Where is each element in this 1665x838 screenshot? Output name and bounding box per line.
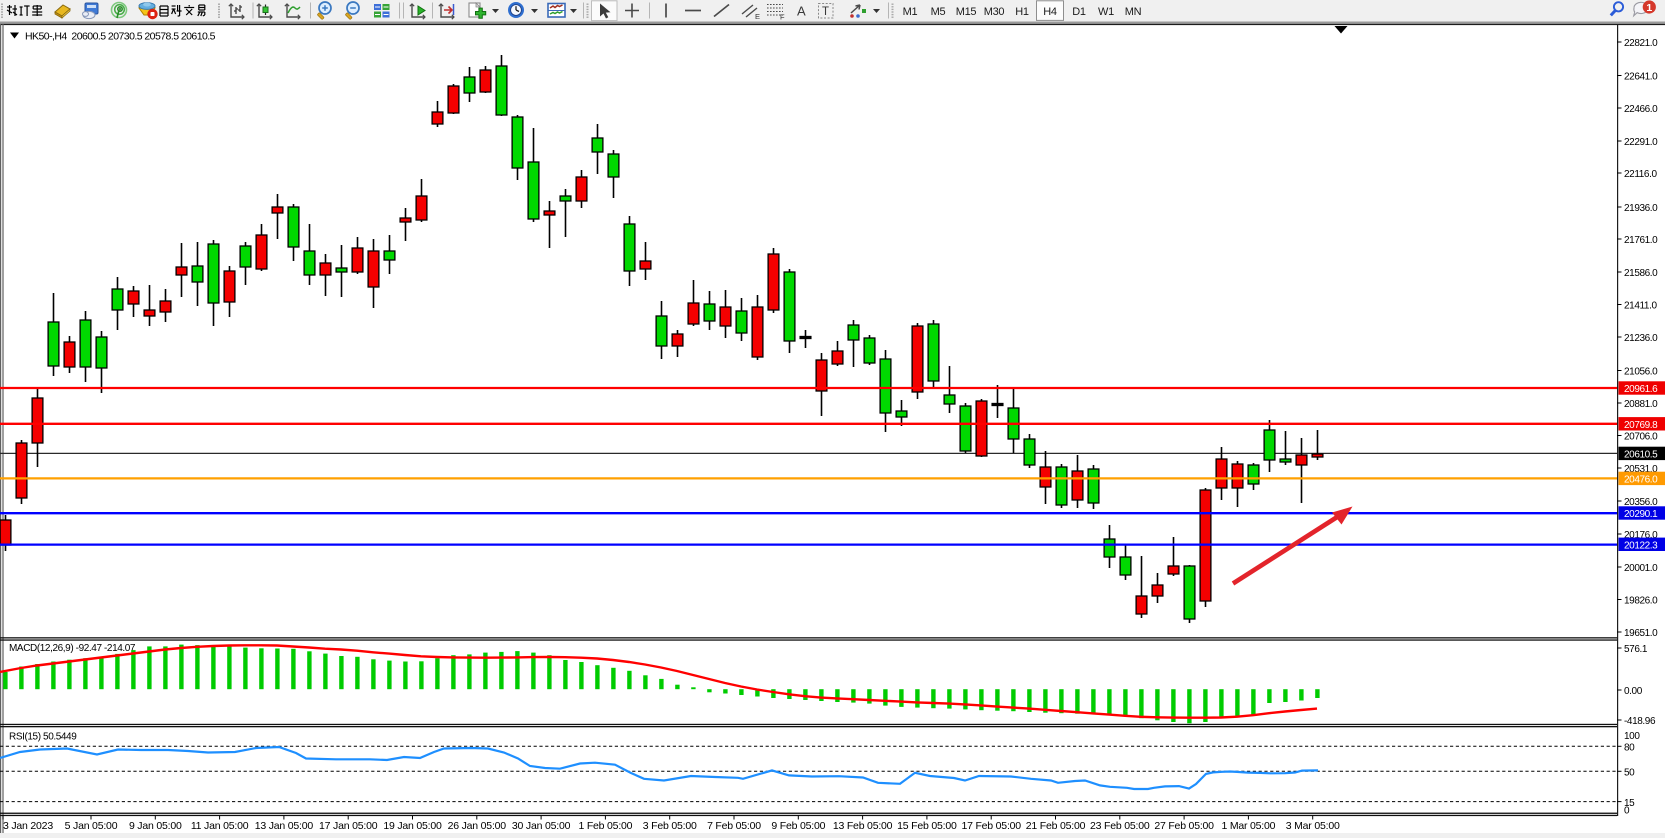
svg-text:RSI(15) 50.5449: RSI(15) 50.5449 <box>9 732 77 743</box>
svg-text:M5: M5 <box>931 6 946 18</box>
svg-text:22291.0: 22291.0 <box>1624 137 1658 148</box>
svg-text:1: 1 <box>1646 2 1652 14</box>
svg-text:27 Feb 05:00: 27 Feb 05:00 <box>1154 820 1214 832</box>
svg-text:20290.1: 20290.1 <box>1624 509 1658 520</box>
svg-text:21056.0: 21056.0 <box>1624 367 1658 378</box>
svg-text:21411.0: 21411.0 <box>1624 301 1657 312</box>
svg-text:22641.0: 22641.0 <box>1624 72 1658 83</box>
svg-text:17 Jan 05:00: 17 Jan 05:00 <box>319 820 378 832</box>
svg-text:576.1: 576.1 <box>1624 644 1648 655</box>
svg-text:26 Jan 05:00: 26 Jan 05:00 <box>448 820 507 832</box>
svg-text:W1: W1 <box>1098 6 1114 18</box>
svg-text:20001.0: 20001.0 <box>1624 563 1658 574</box>
svg-text:20961.6: 20961.6 <box>1624 384 1658 395</box>
svg-text:20176.0: 20176.0 <box>1624 530 1658 541</box>
svg-text:0.00: 0.00 <box>1624 686 1643 697</box>
svg-text:13 Feb 05:00: 13 Feb 05:00 <box>833 820 893 832</box>
svg-text:1 Mar 05:00: 1 Mar 05:00 <box>1221 820 1275 832</box>
svg-text:100: 100 <box>1624 731 1640 742</box>
svg-text:MN: MN <box>1125 6 1142 18</box>
svg-text:22466.0: 22466.0 <box>1624 104 1658 115</box>
svg-text:21761.0: 21761.0 <box>1624 235 1658 246</box>
svg-text:20610.5: 20610.5 <box>1624 449 1658 460</box>
svg-text:M1: M1 <box>903 6 918 18</box>
svg-text:30 Jan 05:00: 30 Jan 05:00 <box>512 820 571 832</box>
svg-text:22821.0: 22821.0 <box>1624 38 1658 49</box>
svg-text:11 Jan 05:00: 11 Jan 05:00 <box>191 820 249 832</box>
svg-text:H4: H4 <box>1043 6 1057 18</box>
svg-text:15: 15 <box>1624 798 1635 809</box>
svg-text:9 Jan 05:00: 9 Jan 05:00 <box>129 820 182 832</box>
svg-text:13 Jan 05:00: 13 Jan 05:00 <box>255 820 314 832</box>
svg-text:E: E <box>755 12 760 21</box>
svg-text:21936.0: 21936.0 <box>1624 203 1658 214</box>
svg-text:20881.0: 20881.0 <box>1624 399 1658 410</box>
svg-text:3 Feb 05:00: 3 Feb 05:00 <box>643 820 697 832</box>
svg-text:M30: M30 <box>984 6 1005 18</box>
svg-text:20531.0: 20531.0 <box>1624 464 1658 475</box>
svg-text:21 Feb 05:00: 21 Feb 05:00 <box>1026 820 1086 832</box>
svg-text:21586.0: 21586.0 <box>1624 268 1658 279</box>
svg-text:19651.0: 19651.0 <box>1624 628 1658 639</box>
svg-text:HK50-,H4 20600.5 20730.5 2057: HK50-,H4 20600.5 20730.5 20578.5 20610.5 <box>25 31 216 43</box>
svg-text:19 Jan 05:00: 19 Jan 05:00 <box>383 820 442 832</box>
svg-text:D1: D1 <box>1072 6 1086 18</box>
svg-text:A: A <box>797 4 806 19</box>
svg-text:20706.0: 20706.0 <box>1624 432 1658 443</box>
svg-text:9 Feb 05:00: 9 Feb 05:00 <box>771 820 825 832</box>
svg-text:20769.8: 20769.8 <box>1624 420 1658 431</box>
svg-text:50: 50 <box>1624 768 1635 779</box>
svg-text:23 Feb 05:00: 23 Feb 05:00 <box>1090 820 1150 832</box>
svg-text:3 Jan 2023: 3 Jan 2023 <box>3 820 53 832</box>
svg-text:H1: H1 <box>1015 6 1029 18</box>
svg-text:22116.0: 22116.0 <box>1624 169 1657 180</box>
svg-text:17 Feb 05:00: 17 Feb 05:00 <box>961 820 1021 832</box>
svg-text:1 Feb 05:00: 1 Feb 05:00 <box>578 820 632 832</box>
svg-text:15 Feb 05:00: 15 Feb 05:00 <box>897 820 957 832</box>
svg-text:20476.0: 20476.0 <box>1624 474 1658 485</box>
svg-text:19826.0: 19826.0 <box>1624 596 1658 607</box>
svg-text:M15: M15 <box>956 6 977 18</box>
svg-text:7 Feb 05:00: 7 Feb 05:00 <box>707 820 761 832</box>
svg-text:0: 0 <box>1624 806 1630 817</box>
svg-text:20356.0: 20356.0 <box>1624 497 1658 508</box>
svg-text:3 Mar 05:00: 3 Mar 05:00 <box>1286 820 1340 832</box>
svg-text:20122.3: 20122.3 <box>1624 540 1658 551</box>
svg-text:5 Jan 05:00: 5 Jan 05:00 <box>65 820 118 832</box>
svg-text:MACD(12,26,9) -92.47 -214.07: MACD(12,26,9) -92.47 -214.07 <box>9 643 136 654</box>
svg-text:F: F <box>780 13 785 22</box>
svg-text:80: 80 <box>1624 742 1635 753</box>
svg-text:T: T <box>822 6 829 18</box>
svg-text:21236.0: 21236.0 <box>1624 333 1658 344</box>
svg-text:-418.96: -418.96 <box>1624 716 1656 727</box>
